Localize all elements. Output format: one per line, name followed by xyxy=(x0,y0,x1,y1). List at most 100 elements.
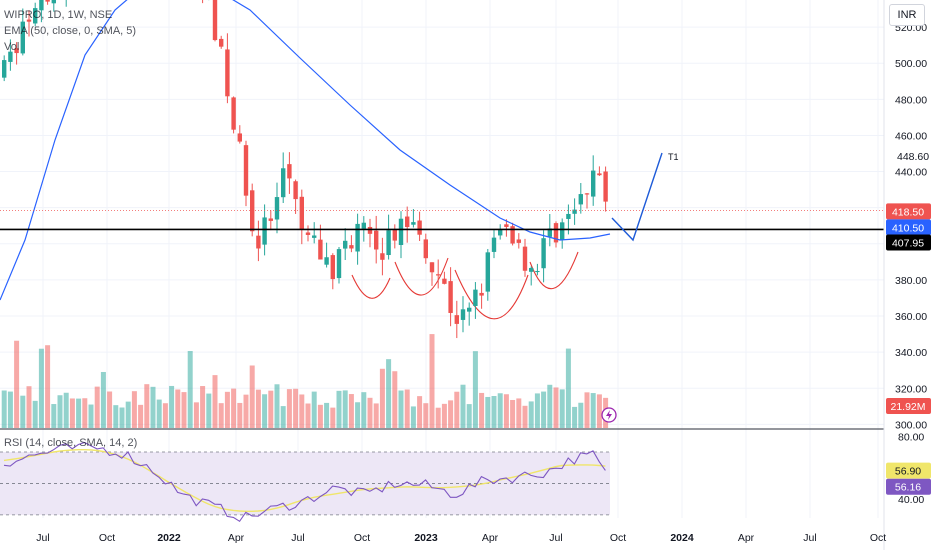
candle-body xyxy=(26,19,32,22)
ema-value-tag-bg xyxy=(886,219,931,236)
candle-body xyxy=(367,226,373,234)
volume-bar xyxy=(379,368,385,428)
candle-body xyxy=(541,238,546,269)
volume-bar xyxy=(466,404,472,428)
time-tick-label: 2023 xyxy=(414,532,438,544)
rsi-tick-label: 80.00 xyxy=(898,431,924,443)
candle-body xyxy=(436,274,441,276)
candle-body xyxy=(479,292,484,296)
time-tick-label: 2024 xyxy=(670,532,694,544)
candle-body xyxy=(405,216,410,228)
volume-bar xyxy=(454,391,460,428)
time-tick-label: Apr xyxy=(228,532,245,544)
volume-bar xyxy=(212,375,218,428)
candle-body xyxy=(361,222,366,229)
candle-body xyxy=(281,168,286,198)
time-tick-label: Apr xyxy=(738,532,755,544)
axes: 300.00320.00340.00360.00380.00400.00420.… xyxy=(36,0,927,550)
volume-bar xyxy=(144,384,150,428)
volume-bar xyxy=(460,384,466,428)
support-level-tag-bg xyxy=(886,234,931,251)
candle-body xyxy=(448,281,453,313)
volume-bar xyxy=(231,388,237,428)
volume-bar xyxy=(162,403,168,428)
legend-ema[interactable]: EMA (50, close, 0, SMA, 5) xyxy=(4,25,137,37)
rsi-value-tag-bg xyxy=(886,478,931,495)
volume-bar xyxy=(274,384,280,428)
volume-bar xyxy=(249,365,255,428)
volume-bar xyxy=(311,391,317,428)
legend-volume[interactable]: Vol xyxy=(4,41,20,53)
candle-body xyxy=(237,133,242,142)
volume-bar xyxy=(398,390,404,428)
volume-bar xyxy=(26,386,32,428)
rsi-pane xyxy=(0,441,610,523)
head-left-curve xyxy=(394,257,449,296)
candle-body xyxy=(572,209,577,214)
volume-bar xyxy=(584,392,590,428)
ema-value-tag: 410.50 xyxy=(892,222,924,234)
candle-body xyxy=(312,235,317,238)
volume-bar xyxy=(330,407,336,428)
volume-bar xyxy=(107,391,113,428)
rsi-band xyxy=(0,452,610,515)
time-tick-label: Jul xyxy=(36,532,49,544)
price-tick-label: 380.00 xyxy=(895,275,927,287)
candle-body xyxy=(293,181,298,200)
candle-body xyxy=(560,222,565,241)
candle-body xyxy=(504,224,509,227)
price-tick-label: 460.00 xyxy=(895,130,927,142)
price-tick-label: 480.00 xyxy=(895,94,927,106)
last-price-tag: 418.50 xyxy=(892,206,924,218)
pattern-annotation xyxy=(351,251,579,320)
candle-body xyxy=(429,262,435,273)
candle-body xyxy=(225,49,230,97)
volume-bar xyxy=(63,392,69,428)
volume-bar xyxy=(528,401,534,428)
volume-bar xyxy=(441,403,447,428)
time-tick-label: Oct xyxy=(354,532,370,544)
volume-bar xyxy=(262,394,268,428)
volume-bar xyxy=(286,389,292,428)
candle-body xyxy=(355,223,360,252)
volume-bar xyxy=(88,404,94,428)
grid xyxy=(0,0,884,518)
volume-bar xyxy=(45,345,51,428)
volume-bar xyxy=(510,399,516,428)
rsi-value-tag: 56.16 xyxy=(895,482,921,494)
candle-body xyxy=(243,145,249,196)
volume-bar xyxy=(237,402,243,428)
candle-body xyxy=(516,239,521,243)
volume-bar xyxy=(206,393,212,428)
ema-line xyxy=(0,0,611,301)
lightning-bolt xyxy=(606,410,612,420)
volume-bar xyxy=(82,398,88,428)
candle-body xyxy=(14,48,19,54)
volume-bar xyxy=(367,397,373,428)
candle-body xyxy=(386,230,391,256)
candle-body xyxy=(566,213,571,219)
volume-bars xyxy=(1,334,617,428)
candle-body xyxy=(318,239,323,260)
volume-bar xyxy=(156,399,162,428)
candle-body xyxy=(553,223,559,243)
volume-bar xyxy=(317,404,323,428)
candle-body xyxy=(268,218,273,221)
candle-body xyxy=(305,232,311,235)
candle-body xyxy=(45,0,50,2)
projection-lines: T1 xyxy=(0,152,884,242)
rsi-tick-label: 40.00 xyxy=(898,494,924,506)
candle-body xyxy=(423,239,428,259)
volume-bar xyxy=(218,403,224,428)
volume-bar xyxy=(280,406,286,428)
volume-bar xyxy=(224,391,230,428)
currency-button[interactable]: INR xyxy=(889,4,925,26)
volume-bar xyxy=(200,386,206,428)
volume-bar xyxy=(255,389,261,428)
legend-rsi[interactable]: RSI (14, close, SMA, 14, 2) xyxy=(4,437,138,449)
legend-symbol[interactable]: WIPRO, 1D, 1W, NSE xyxy=(4,9,113,21)
volume-bar xyxy=(113,405,119,428)
volume-bar xyxy=(596,394,602,428)
rsi-ma-line xyxy=(3,449,606,512)
